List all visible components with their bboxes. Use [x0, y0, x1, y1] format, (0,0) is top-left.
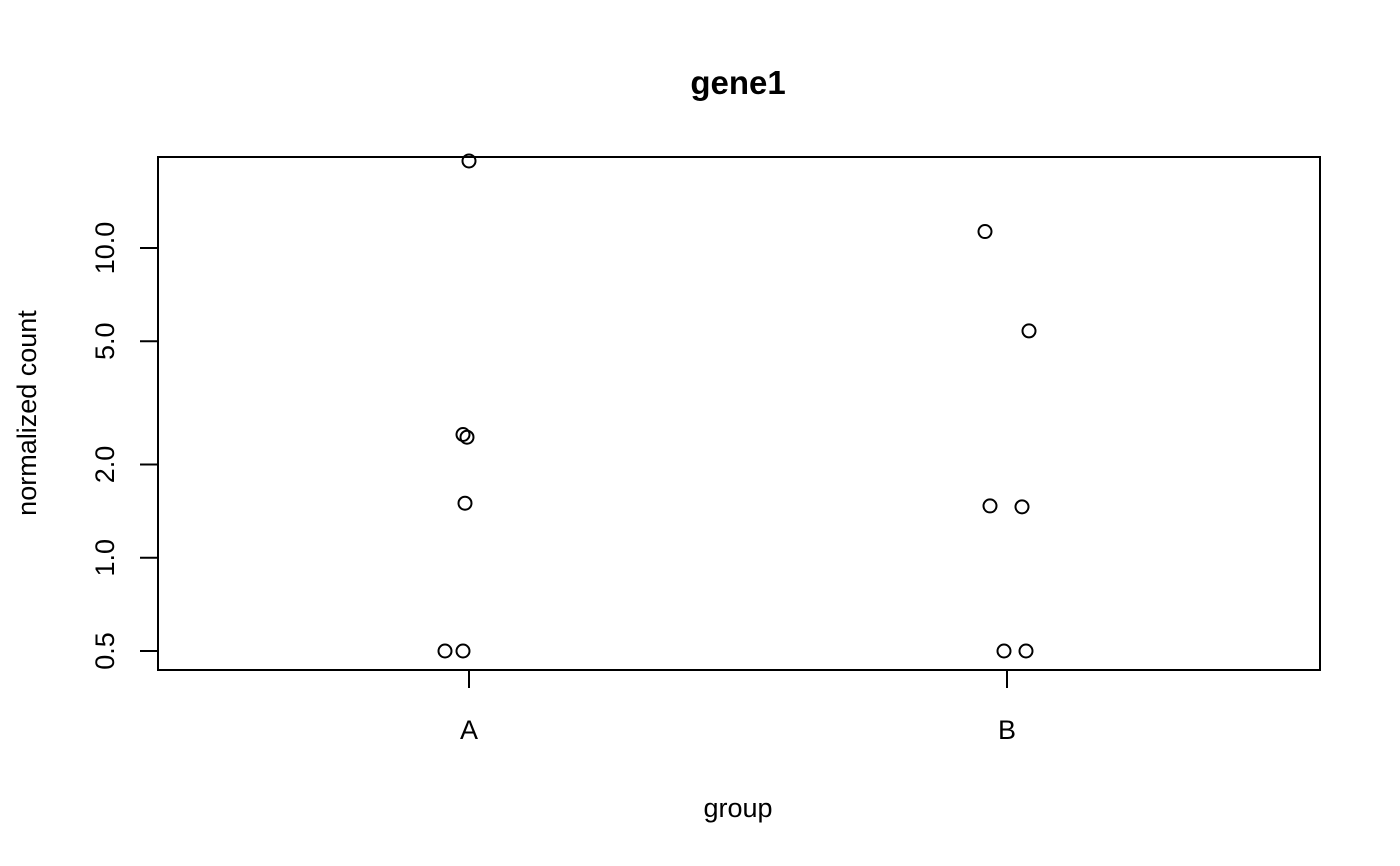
y-tick-label: 2.0 — [90, 446, 120, 484]
data-point — [437, 643, 453, 659]
data-point — [459, 429, 475, 445]
data-points — [437, 153, 1037, 659]
x-axis-label: group — [703, 793, 772, 823]
data-point — [1014, 499, 1030, 515]
y-tick-label: 0.5 — [90, 632, 120, 670]
data-point — [977, 224, 993, 240]
data-point — [461, 153, 477, 169]
plot-frame — [157, 156, 1321, 671]
data-point — [455, 643, 471, 659]
data-point — [457, 495, 473, 511]
chart-title: gene1 — [690, 64, 785, 101]
y-tick-label: 1.0 — [90, 539, 120, 577]
data-point — [982, 498, 998, 514]
y-axis: 0.5 1.0 2.0 5.0 10.0 — [90, 222, 159, 670]
data-point — [996, 643, 1012, 659]
y-tick-label: 10.0 — [90, 222, 120, 275]
y-tick-label: 5.0 — [90, 322, 120, 360]
x-tick-label: A — [460, 715, 478, 745]
x-tick-label: B — [998, 715, 1016, 745]
y-axis-label: normalized count — [12, 310, 42, 516]
data-point — [1018, 643, 1034, 659]
data-point — [1021, 323, 1037, 339]
